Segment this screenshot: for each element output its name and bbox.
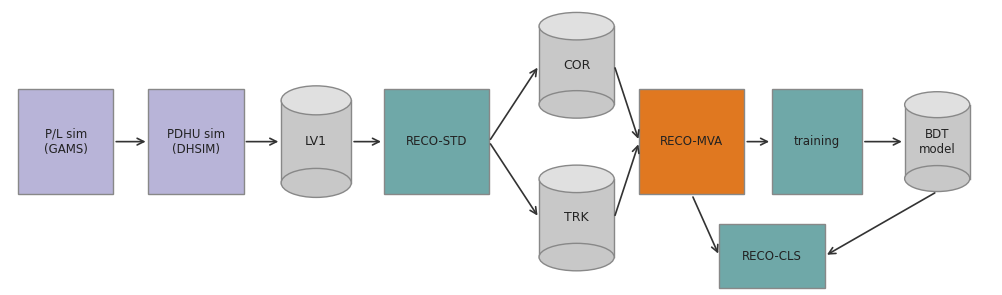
Ellipse shape [538,91,613,118]
Bar [772,89,862,194]
Text: TRK: TRK [564,212,588,224]
Text: RECO-STD: RECO-STD [405,135,467,148]
Bar [18,89,113,194]
Text: P/L sim
(GAMS): P/L sim (GAMS) [44,128,87,156]
Text: training: training [794,135,840,148]
Text: PDHU sim
(DHSIM): PDHU sim (DHSIM) [166,128,224,156]
Ellipse shape [904,92,969,118]
Bar [538,26,613,104]
Ellipse shape [281,168,351,197]
Ellipse shape [538,165,613,193]
Text: RECO-CLS: RECO-CLS [741,250,801,263]
Bar [538,179,613,257]
Text: RECO-MVA: RECO-MVA [659,135,722,148]
Bar [148,89,243,194]
Ellipse shape [538,12,613,40]
Ellipse shape [904,165,969,191]
Ellipse shape [281,86,351,115]
Ellipse shape [538,243,613,271]
Text: BDT
model: BDT model [918,128,955,156]
Bar [281,100,351,183]
Bar [384,89,489,194]
Text: LV1: LV1 [305,135,327,148]
Text: COR: COR [562,59,590,72]
Bar [638,89,743,194]
Bar [718,224,824,289]
Bar [904,105,969,178]
